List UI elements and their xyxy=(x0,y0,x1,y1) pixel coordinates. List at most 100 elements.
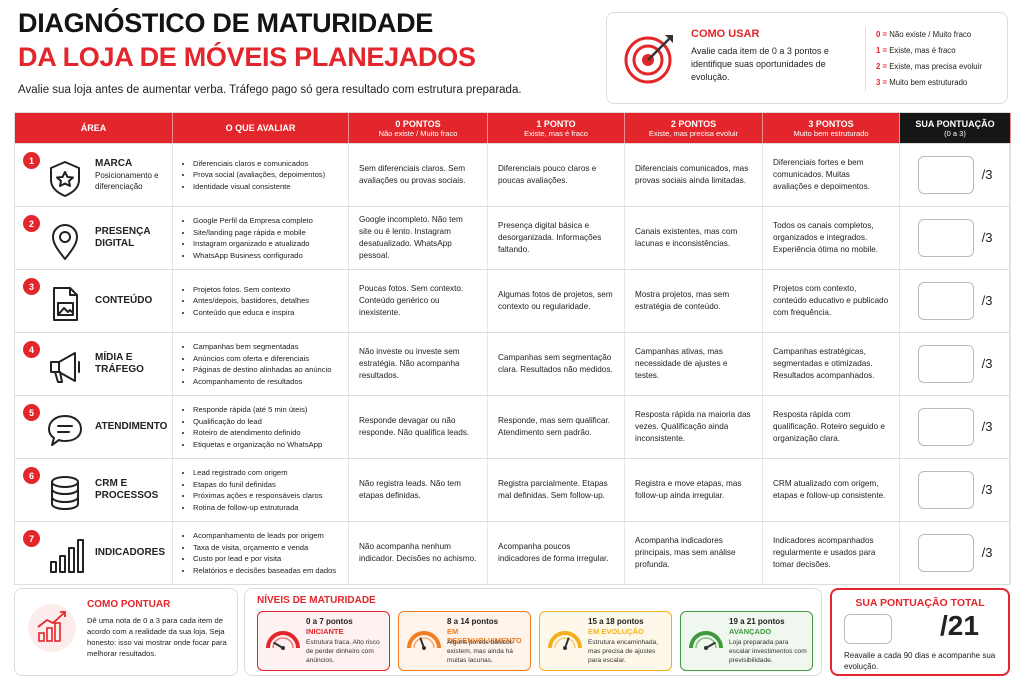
diagnostic-table: ÁREA O QUE AVALIAR 0 PONTOS Não existe / Mu… xyxy=(14,112,1011,585)
level-name: AVANÇADO xyxy=(729,627,772,636)
total-input[interactable] xyxy=(844,614,892,644)
area-cell: 4 MÍDIA E TRÁFEGO xyxy=(15,332,173,395)
item: Rotina de follow-up estruturada xyxy=(193,502,323,514)
item: Qualificação do lead xyxy=(193,416,322,428)
level-cell: Canais existentes, mas com lacunas e inc… xyxy=(625,206,763,269)
area-name: CONTEÚDO xyxy=(95,295,153,306)
score-suffix: /3 xyxy=(981,545,993,560)
area-name-block: MARCA Posicionamento e diferenciação xyxy=(95,158,171,192)
score-input[interactable] xyxy=(917,282,974,320)
row-number: 7 xyxy=(23,530,40,547)
score-input[interactable] xyxy=(917,408,974,446)
level-cell: Acompanha poucos indicadores de forma ir… xyxy=(488,521,625,584)
score-cell: /3 xyxy=(900,206,1011,269)
item: Prova social (avaliações, depoimentos) xyxy=(193,169,325,181)
item: Acompanhamento de leads por origem xyxy=(193,530,336,542)
column-sub: Não existe / Muito fraco xyxy=(378,128,458,138)
area-name: MÍDIA E TRÁFEGO xyxy=(95,352,144,375)
item: Etiquetas e organização no WhatsApp xyxy=(193,439,322,451)
items-cell: Campanhas bem segmentadasAnúncios com of… xyxy=(173,332,349,395)
level-cell: Acompanha indicadores principais, mas se… xyxy=(625,521,763,584)
level-name: INICIANTE xyxy=(306,627,344,636)
row-number: 4 xyxy=(23,341,40,358)
area-name: CRM E PROCESSOS xyxy=(95,478,159,501)
total-panel: SUA PONTUAÇÃO TOTAL /21 Reavalie a cada … xyxy=(830,588,1010,676)
scale-score: 0 = xyxy=(876,30,888,39)
row-number: 6 xyxy=(23,467,40,484)
item: Conteúdo que educa e inspira xyxy=(193,307,309,319)
area-icon xyxy=(50,161,80,197)
column-sub: (0 a 3) xyxy=(944,128,966,138)
area-name-block: CONTEÚDO xyxy=(95,295,171,307)
level-cell: Todos os canais completos, organizados e… xyxy=(763,206,900,269)
item: Etapas do funil definidas xyxy=(193,479,323,491)
level-range: 19 a 21 pontos xyxy=(729,617,785,626)
item: Roteiro de atendimento definido xyxy=(193,427,322,439)
item-list: Google Perfil da Empresa completoSite/la… xyxy=(183,215,313,261)
score-input[interactable] xyxy=(917,534,974,572)
item-list: Lead registrado com origemEtapas do funi… xyxy=(183,467,323,513)
maturity-level: 8 a 14 pontos EM DESENVOLVIMENTO Alguns po… xyxy=(398,611,531,671)
maturity-level: 0 a 7 pontos INICIANTE Estrutura fraca. Al… xyxy=(257,611,390,671)
score-input[interactable] xyxy=(917,156,974,194)
gauge-icon xyxy=(689,631,723,650)
area-cell: 6 CRM E PROCESSOS xyxy=(15,458,173,521)
column-sub: Existe, mas precisa evoluir xyxy=(648,128,739,138)
area-name: INDICADORES xyxy=(95,547,166,558)
level-cell: Indicadores acompanhados regularmente e … xyxy=(763,521,900,584)
column-label: 1 PONTO xyxy=(536,118,576,129)
scale-item: 2 = Existe, mas precisa evoluir xyxy=(876,59,1005,75)
column-header: O QUE AVALIAR xyxy=(173,113,349,143)
level-cell: Diferenciais comunicados, mas provas soc… xyxy=(625,143,763,206)
level-range: 8 a 14 pontos xyxy=(447,617,499,626)
score-cell: /3 xyxy=(900,269,1011,332)
row-number: 5 xyxy=(23,404,40,421)
area-name-block: MÍDIA E TRÁFEGO xyxy=(95,352,171,376)
scale-score: 2 = xyxy=(876,62,888,71)
level-cell: Algumas fotos de projetos, sem contexto … xyxy=(488,269,625,332)
score-input[interactable] xyxy=(917,345,974,383)
area-icon xyxy=(48,415,82,446)
gauge-icon xyxy=(266,631,300,650)
level-text: Loja preparada para escalar investimento… xyxy=(729,639,807,664)
level-cell: Projetos com contexto, conteúdo educativ… xyxy=(763,269,900,332)
level-cell: Google incompleto. Não tem site ou é len… xyxy=(349,206,488,269)
item: Instagram organizado e atualizado xyxy=(193,238,313,250)
item: Projetos fotos. Sem contexto xyxy=(193,284,309,296)
how-to-use: COMO USAR Avalie cada item de 0 a 3 pont… xyxy=(606,12,1008,104)
how-text: Avalie cada item de 0 a 3 pontos e ident… xyxy=(691,46,829,82)
score-input[interactable] xyxy=(917,471,974,509)
scale-item: 1 = Existe, mas é fraco xyxy=(876,43,1005,59)
title: DA LOJA DE MÓVEIS PLANEJADOS xyxy=(18,42,476,72)
column-label: O QUE AVALIAR xyxy=(225,123,296,133)
score-suffix: /3 xyxy=(981,167,993,182)
level-range: 0 a 7 pontos xyxy=(306,617,353,626)
level-name: EM EVOLUÇÃO xyxy=(588,627,644,636)
scale-label: Muito bem estruturado xyxy=(889,78,968,87)
area-cell: 5 ATENDIMENTO xyxy=(15,395,173,458)
area-icon xyxy=(52,224,78,260)
items-cell: Projetos fotos. Sem contextoAntes/depois… xyxy=(173,269,349,332)
item: Páginas de destino alinhadas ao anúncio xyxy=(193,364,331,376)
area-name-block: INDICADORES xyxy=(95,547,171,559)
level-cell: Não investe ou investe sem estratégia. N… xyxy=(349,332,488,395)
item-list: Campanhas bem segmentadasAnúncios com of… xyxy=(183,341,331,387)
scoring-title: COMO PONTUAR xyxy=(87,599,171,610)
item-list: Projetos fotos. Sem contextoAntes/depois… xyxy=(183,284,309,319)
area-icon xyxy=(51,476,79,510)
level-cell: CRM atualizado com origem, etapas e foll… xyxy=(763,458,900,521)
item: Identidade visual consistente xyxy=(193,181,325,193)
column-label: 3 PONTOS xyxy=(808,118,854,129)
column-header: SUA PONTUAÇÃO (0 a 3) xyxy=(900,113,1011,143)
items-cell: Lead registrado com origemEtapas do funi… xyxy=(173,458,349,521)
area-cell: 1 MARCA Posicionamento e diferenciação xyxy=(15,143,173,206)
area-icon xyxy=(50,539,84,573)
level-text: Estrutura fraca. Alto risco de perder di… xyxy=(306,639,380,664)
area-name: MARCA xyxy=(95,158,133,169)
column-label: SUA PONTUAÇÃO xyxy=(915,118,995,129)
item: Taxa de visita, orçamento e venda xyxy=(193,542,336,554)
level-cell: Campanhas estratégicas, segmentadas e ot… xyxy=(763,332,900,395)
item: Próximas ações e responsáveis claros xyxy=(193,490,323,502)
score-input[interactable] xyxy=(917,219,974,257)
score-cell: /3 xyxy=(900,458,1011,521)
